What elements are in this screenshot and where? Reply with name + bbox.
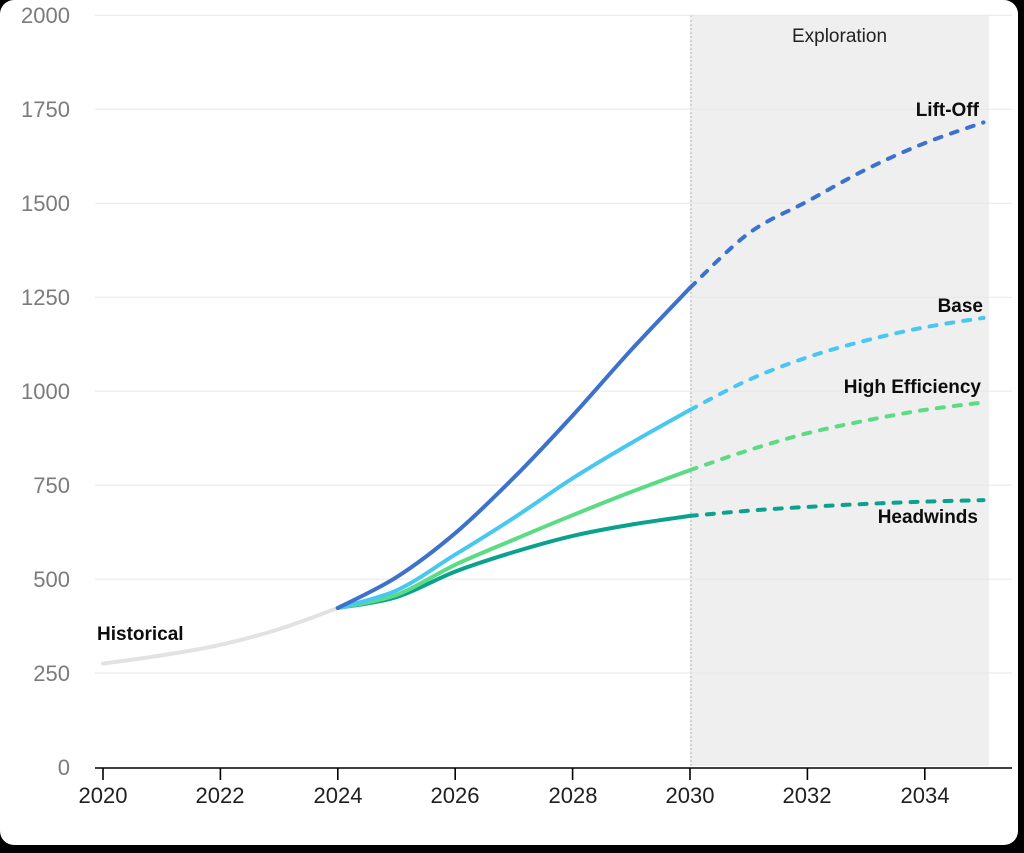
series-line-lift-off-dashed [688, 120, 986, 290]
high-efficiency-series-label: High Efficiency [843, 377, 981, 398]
series-line-high-efficiency-dashed [688, 400, 986, 473]
series-line-historical [101, 606, 340, 666]
series-line-base-solid [335, 407, 692, 610]
headwinds-series-label: Headwinds [877, 507, 978, 528]
series-line-headwinds-solid [335, 513, 692, 610]
series-line-high-efficiency-solid [335, 468, 692, 610]
lift-off-series-label: Lift-Off [915, 100, 979, 121]
series-line-lift-off-solid [335, 285, 692, 610]
exploration-region [690, 15, 989, 766]
base-series-label: Base [937, 296, 983, 317]
series-line-base-dashed [688, 315, 986, 412]
exploration-label: Exploration [791, 26, 888, 47]
series-line-headwinds-dashed [688, 498, 986, 518]
historical-series-label: Historical [97, 624, 184, 645]
